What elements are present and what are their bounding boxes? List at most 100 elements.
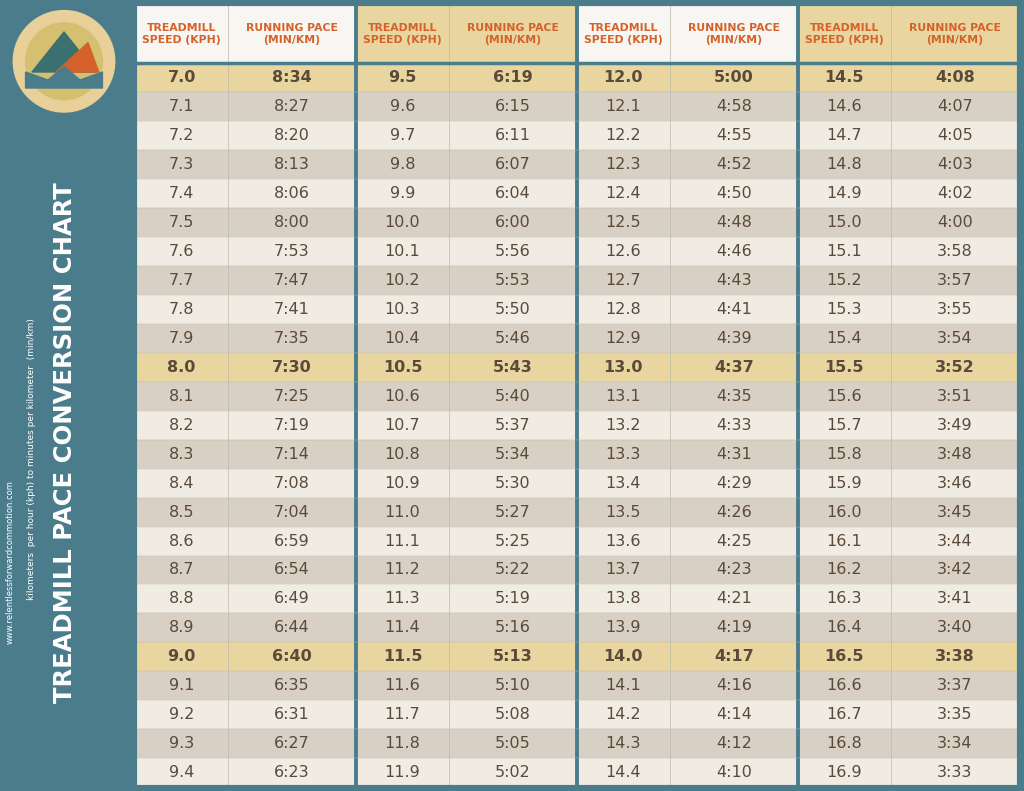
Text: 8:06: 8:06 <box>274 186 310 201</box>
Text: 6:40: 6:40 <box>272 649 312 664</box>
Text: 14.2: 14.2 <box>605 707 641 722</box>
Bar <box>135 324 1019 353</box>
Bar <box>135 498 1019 527</box>
Text: 11.2: 11.2 <box>385 562 421 577</box>
Text: 9.0: 9.0 <box>167 649 196 664</box>
Text: 3:55: 3:55 <box>937 302 973 317</box>
Text: 11.9: 11.9 <box>385 765 421 780</box>
Text: 4:33: 4:33 <box>716 418 752 433</box>
Text: 15.0: 15.0 <box>826 215 862 230</box>
Bar <box>135 237 1019 266</box>
Text: 7.2: 7.2 <box>169 128 195 143</box>
Text: RUNNING PACE
(MIN/KM): RUNNING PACE (MIN/KM) <box>688 23 780 45</box>
Text: 4:41: 4:41 <box>716 302 752 317</box>
Text: 4:48: 4:48 <box>716 215 752 230</box>
Text: 5:50: 5:50 <box>495 302 530 317</box>
Text: 4:02: 4:02 <box>937 186 973 201</box>
Text: 15.1: 15.1 <box>826 244 862 259</box>
Bar <box>135 585 1019 613</box>
Text: 13.9: 13.9 <box>605 620 641 635</box>
Text: 3:41: 3:41 <box>937 592 973 607</box>
Text: 4:23: 4:23 <box>716 562 752 577</box>
Text: 8.3: 8.3 <box>169 447 195 462</box>
Text: 7.0: 7.0 <box>167 70 196 85</box>
Text: 15.8: 15.8 <box>826 447 862 462</box>
Text: 4:37: 4:37 <box>714 360 754 375</box>
Text: 7:47: 7:47 <box>274 273 310 288</box>
Text: 5:05: 5:05 <box>495 736 530 751</box>
Bar <box>135 440 1019 469</box>
Text: 8:27: 8:27 <box>274 100 310 115</box>
Text: 7.3: 7.3 <box>169 157 195 172</box>
Text: 5:46: 5:46 <box>495 331 530 346</box>
Text: 7.5: 7.5 <box>169 215 195 230</box>
Text: 7:04: 7:04 <box>274 505 310 520</box>
Text: 10.5: 10.5 <box>383 360 422 375</box>
Text: TREADMILL
SPEED (KPH): TREADMILL SPEED (KPH) <box>142 23 221 45</box>
Text: 13.6: 13.6 <box>605 533 641 548</box>
Text: 10.9: 10.9 <box>385 475 420 490</box>
Text: 10.4: 10.4 <box>385 331 420 346</box>
Text: 4:58: 4:58 <box>716 100 752 115</box>
Text: 5:37: 5:37 <box>496 418 530 433</box>
Text: 5:10: 5:10 <box>495 678 530 693</box>
Text: 4:05: 4:05 <box>937 128 973 143</box>
Text: 5:27: 5:27 <box>495 505 530 520</box>
Text: 13.2: 13.2 <box>605 418 641 433</box>
Bar <box>135 555 1019 585</box>
Text: 10.1: 10.1 <box>385 244 421 259</box>
Circle shape <box>26 23 102 100</box>
Text: 9.3: 9.3 <box>169 736 195 751</box>
Bar <box>135 295 1019 324</box>
Bar <box>135 527 1019 555</box>
Bar <box>135 758 1019 787</box>
Text: 6:35: 6:35 <box>274 678 310 693</box>
Text: 5:34: 5:34 <box>496 447 530 462</box>
Text: 15.2: 15.2 <box>826 273 862 288</box>
Text: 16.2: 16.2 <box>826 562 862 577</box>
Text: 7:35: 7:35 <box>274 331 310 346</box>
Text: 4:14: 4:14 <box>716 707 752 722</box>
Text: 8.0: 8.0 <box>167 360 196 375</box>
Text: 8.8: 8.8 <box>169 592 195 607</box>
Text: 6:07: 6:07 <box>495 157 530 172</box>
Text: 12.5: 12.5 <box>605 215 641 230</box>
Text: 7:19: 7:19 <box>274 418 310 433</box>
Polygon shape <box>26 66 102 88</box>
Text: 5:02: 5:02 <box>495 765 530 780</box>
Text: 4:07: 4:07 <box>937 100 973 115</box>
Text: 13.0: 13.0 <box>604 360 643 375</box>
Bar <box>135 469 1019 498</box>
Text: 16.0: 16.0 <box>826 505 862 520</box>
Text: 4:46: 4:46 <box>716 244 752 259</box>
Text: 4:43: 4:43 <box>716 273 752 288</box>
Text: 15.5: 15.5 <box>824 360 864 375</box>
Text: 13.4: 13.4 <box>605 475 641 490</box>
Text: 3:38: 3:38 <box>935 649 975 664</box>
Text: 13.7: 13.7 <box>605 562 641 577</box>
Text: 7:14: 7:14 <box>274 447 310 462</box>
Text: 3:42: 3:42 <box>937 562 973 577</box>
Text: 9.8: 9.8 <box>390 157 416 172</box>
Text: 4:12: 4:12 <box>716 736 752 751</box>
Bar <box>135 382 1019 411</box>
Text: 3:51: 3:51 <box>937 389 973 404</box>
Bar <box>135 672 1019 700</box>
Text: 6:44: 6:44 <box>274 620 310 635</box>
Text: TREADMILL PACE CONVERSION CHART: TREADMILL PACE CONVERSION CHART <box>53 183 77 703</box>
Text: 16.8: 16.8 <box>826 736 862 751</box>
Bar <box>135 266 1019 295</box>
Text: 6:27: 6:27 <box>274 736 310 751</box>
Text: 14.7: 14.7 <box>826 128 862 143</box>
Text: 4:03: 4:03 <box>937 157 973 172</box>
Text: 12.9: 12.9 <box>605 331 641 346</box>
Text: 5:19: 5:19 <box>495 592 530 607</box>
Text: 12.8: 12.8 <box>605 302 641 317</box>
Text: 3:34: 3:34 <box>937 736 973 751</box>
Text: 5:25: 5:25 <box>495 533 530 548</box>
Text: 16.9: 16.9 <box>826 765 862 780</box>
Text: 9.6: 9.6 <box>390 100 415 115</box>
Text: 13.1: 13.1 <box>605 389 641 404</box>
Text: 10.6: 10.6 <box>385 389 420 404</box>
Text: 8.1: 8.1 <box>169 389 195 404</box>
